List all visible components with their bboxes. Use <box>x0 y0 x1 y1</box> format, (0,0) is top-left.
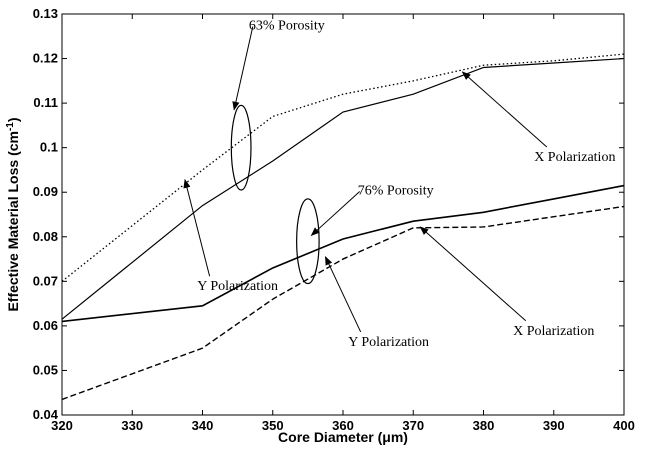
series-line-4 <box>61 205 625 401</box>
grouping-ellipse <box>296 198 320 285</box>
y-tick-label: 0.09 <box>33 184 58 199</box>
x-tick-label: 320 <box>51 418 73 433</box>
y-tick-label: 0.05 <box>33 362 58 377</box>
annotation-label: 76% Porosity <box>358 183 434 198</box>
y-tick-label: 0.12 <box>33 51 58 66</box>
annotation-label: Y Polarization <box>197 279 278 294</box>
annotation-label: Y Polarization <box>348 335 429 350</box>
x-axis-title: Core Diameter (μm) <box>278 429 408 445</box>
y-axis-title: Effective Material Loss (cm-1) <box>5 117 22 311</box>
x-tick-label: 340 <box>192 418 214 433</box>
annotation-label: 63% Porosity <box>249 19 325 34</box>
x-tick-label: 350 <box>262 418 284 433</box>
annotation-arrow <box>183 178 211 277</box>
series-line-3 <box>61 184 625 323</box>
y-tick-label: 0.13 <box>33 6 58 21</box>
y-tick-label: 0.06 <box>33 318 58 333</box>
x-tick-label: 330 <box>121 418 143 433</box>
annotation-arrow <box>461 71 548 148</box>
y-tick-label: 0.08 <box>33 229 58 244</box>
x-tick-label: 380 <box>473 418 495 433</box>
y-tick-label: 0.07 <box>33 273 58 288</box>
plot-frame <box>61 13 625 416</box>
y-tick-label: 0.04 <box>33 407 59 422</box>
annotation-arrow <box>419 226 527 322</box>
axis-ticks: 320 330 340 350 360 370 380 390 400 0.04 0.05 0.06 0… <box>33 6 635 433</box>
y-tick-label: 0.11 <box>33 95 58 110</box>
series-group <box>61 53 625 401</box>
grouping-ellipse <box>230 104 252 191</box>
x-tick-label: 360 <box>332 418 354 433</box>
x-tick-label: 400 <box>613 418 635 433</box>
annotation-group: 63% Porosity X Polarization Y Polarization… <box>183 19 615 350</box>
series-line-2 <box>61 57 625 320</box>
annotation-arrow <box>232 26 254 111</box>
x-tick-label: 390 <box>543 418 565 433</box>
series-line-1 <box>61 53 625 282</box>
annotation-arrow <box>324 256 362 333</box>
annotation-arrow <box>310 191 361 237</box>
y-tick-label: 0.1 <box>40 140 58 155</box>
annotation-label: X Polarization <box>534 150 615 165</box>
x-tick-label: 370 <box>402 418 424 433</box>
annotation-label: X Polarization <box>513 324 594 339</box>
